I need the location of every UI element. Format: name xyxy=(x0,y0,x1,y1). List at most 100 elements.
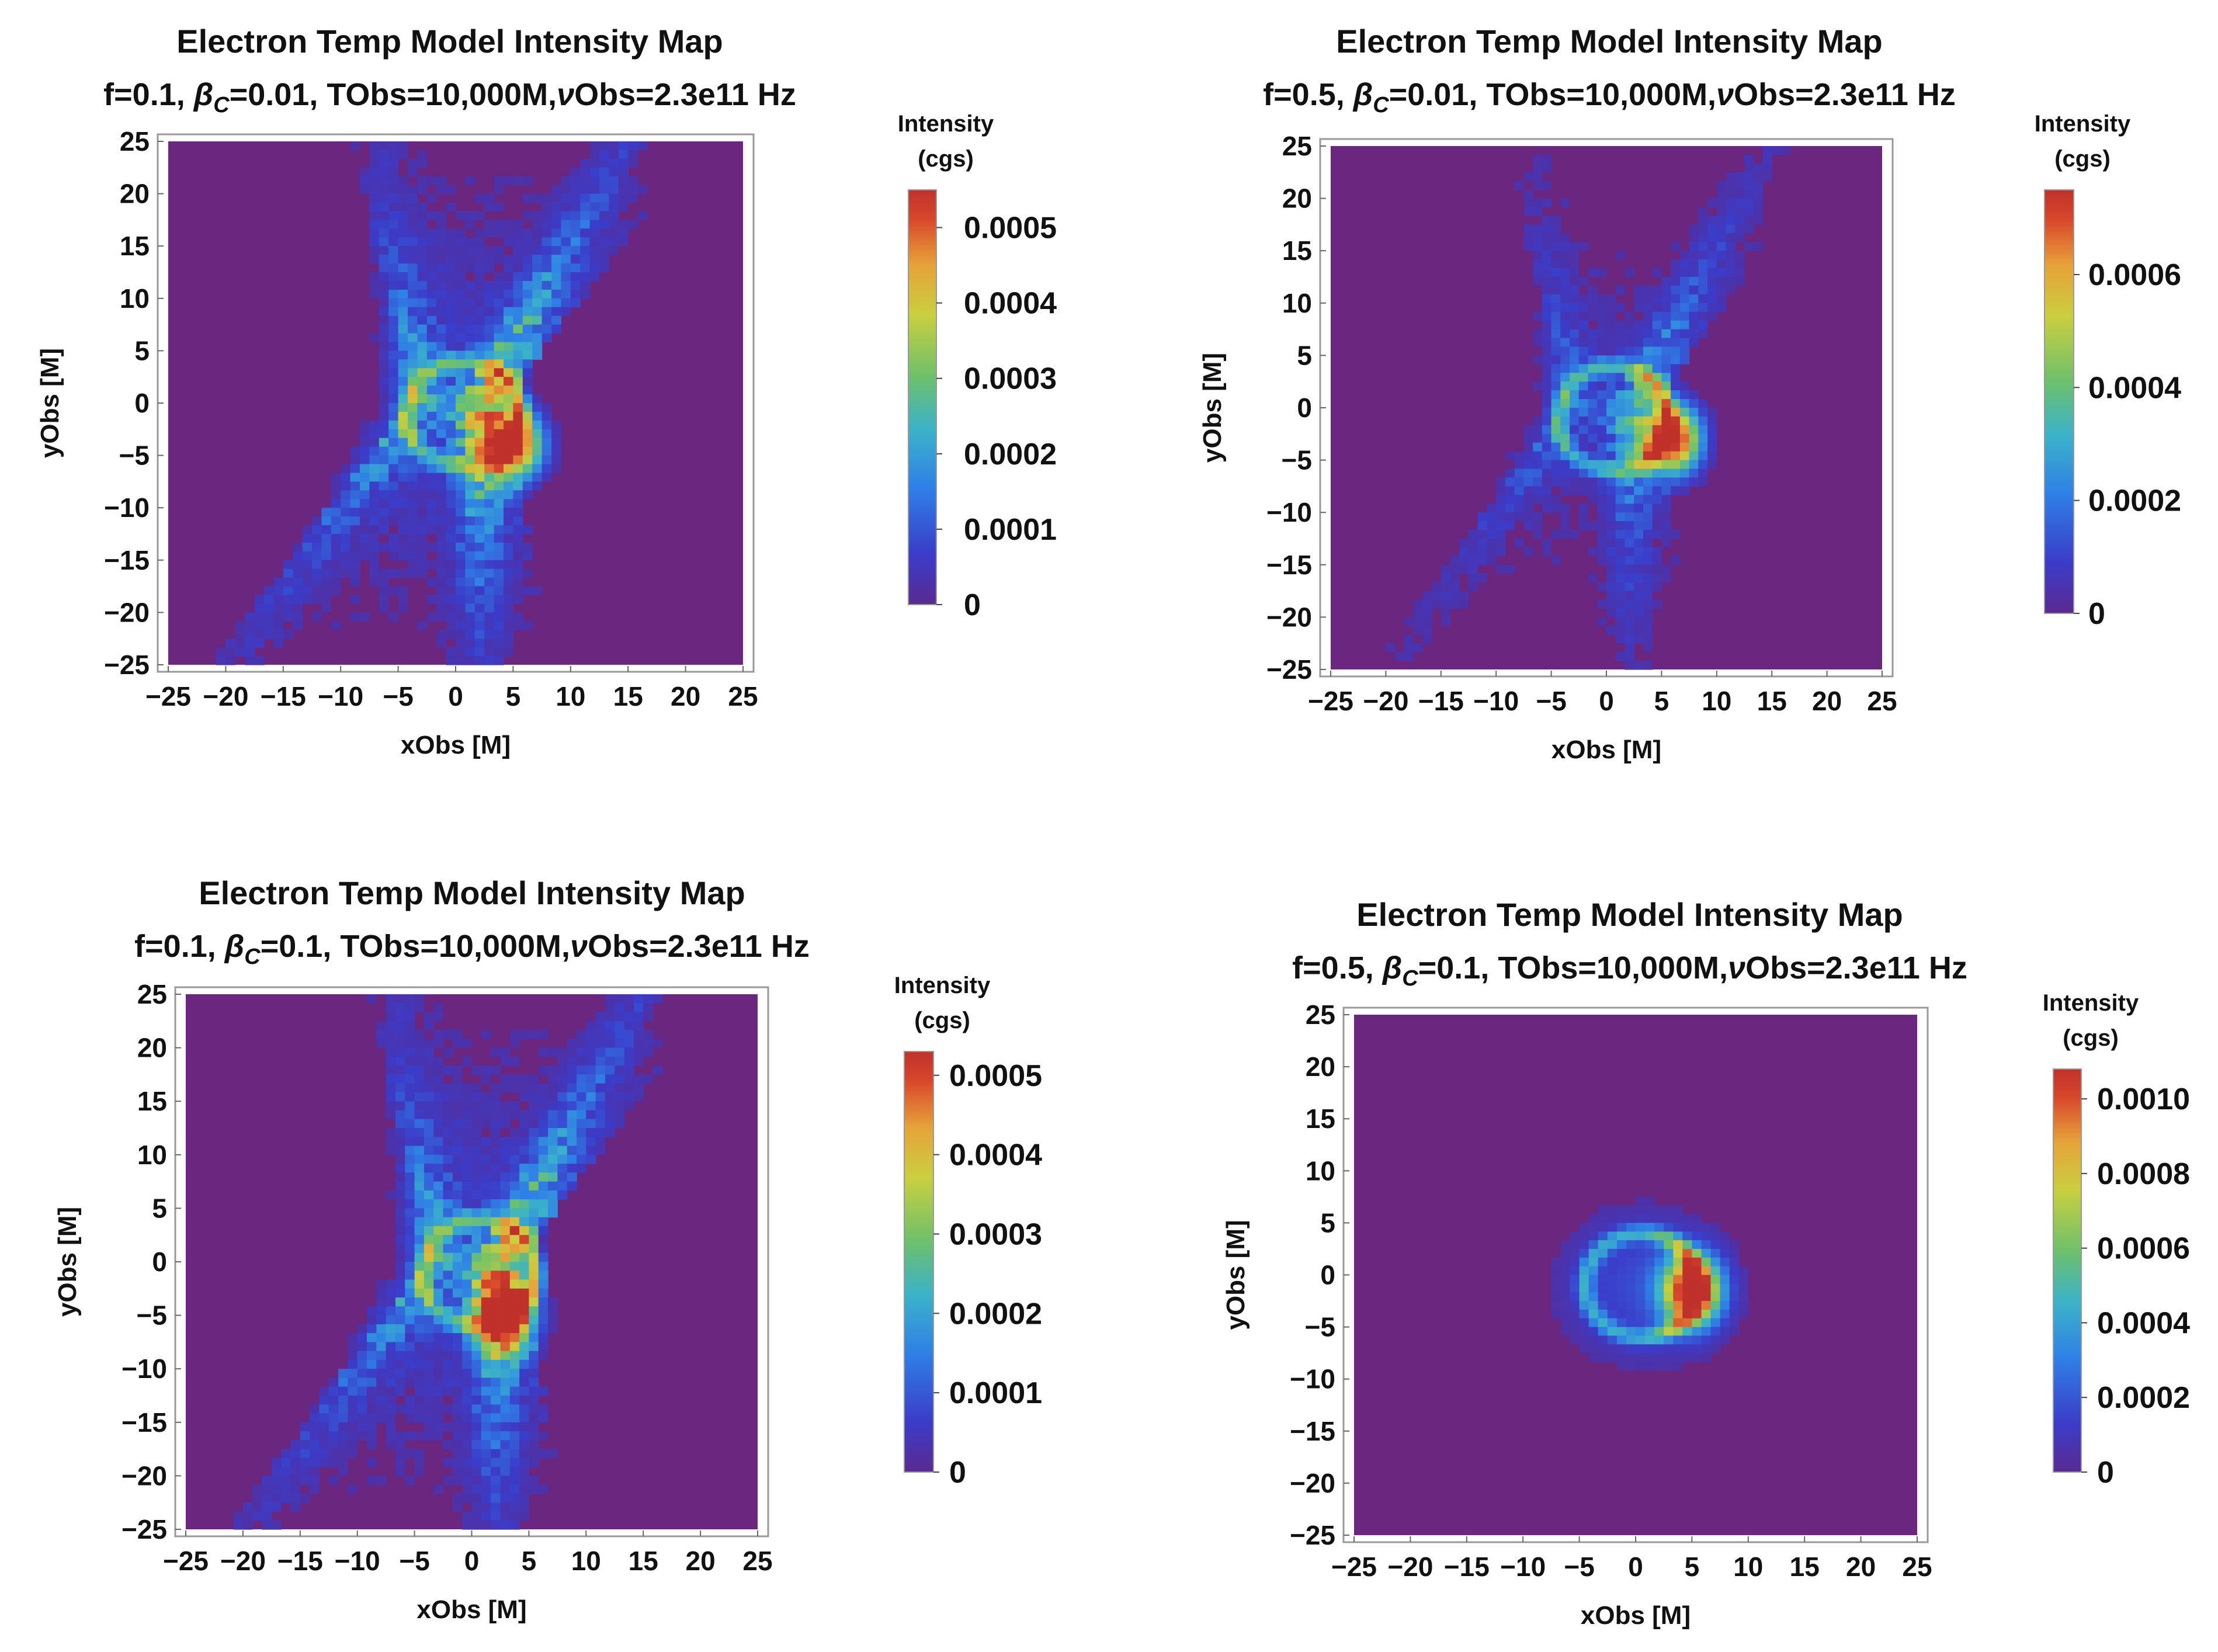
heatmap-cell xyxy=(1551,311,1561,321)
y-tick-label: 5 xyxy=(134,335,150,366)
heatmap-cell xyxy=(1551,1283,1561,1293)
heatmap-cell xyxy=(414,1413,425,1423)
heatmap-cell xyxy=(1578,416,1589,426)
heatmap-cell xyxy=(1459,556,1469,565)
heatmap-cell xyxy=(456,280,466,290)
heatmap-cell xyxy=(1570,242,1580,251)
heatmap-cell xyxy=(405,1101,415,1111)
heatmap-cell xyxy=(395,1226,405,1235)
heatmap-cell xyxy=(312,577,322,587)
heatmap-cell xyxy=(1598,1275,1608,1284)
heatmap-cell xyxy=(379,158,389,168)
heatmap-cell xyxy=(388,228,399,238)
heatmap-cell xyxy=(538,1047,549,1057)
heatmap-cell xyxy=(491,1520,501,1530)
heatmap-cell xyxy=(443,1190,453,1200)
heatmap-cell xyxy=(484,612,495,622)
heatmap-cell xyxy=(369,455,380,465)
heatmap-cell xyxy=(538,1190,549,1200)
heatmap-cell xyxy=(1523,451,1533,461)
heatmap-cell xyxy=(398,481,408,491)
heatmap-cell xyxy=(1625,661,1634,670)
heatmap-cell xyxy=(504,272,513,282)
heatmap-cell xyxy=(1682,1240,1692,1250)
heatmap-cell xyxy=(1625,320,1634,330)
heatmap-cell xyxy=(491,1315,501,1325)
heatmap-cell xyxy=(426,577,437,587)
heatmap-cell xyxy=(331,490,341,499)
heatmap-cell xyxy=(484,595,495,604)
heatmap-cell xyxy=(1636,1266,1646,1276)
heatmap-cell xyxy=(1597,320,1607,330)
heatmap-cell xyxy=(1643,381,1653,391)
heatmap-cell xyxy=(465,499,475,508)
heatmap-cell xyxy=(522,368,533,377)
y-tick-label: 25 xyxy=(1282,131,1312,161)
heatmap-cell xyxy=(551,272,561,282)
heatmap-cell xyxy=(615,1110,625,1120)
heatmap-cell xyxy=(513,220,523,229)
heatmap-cell xyxy=(624,1101,634,1111)
heatmap-cell xyxy=(443,1279,453,1289)
heatmap-cell xyxy=(1625,634,1634,644)
heatmap-cell xyxy=(1560,338,1570,347)
heatmap-cell xyxy=(1542,181,1552,190)
heatmap-cell xyxy=(350,490,360,499)
heatmap-cell xyxy=(462,1457,473,1467)
heatmap-cell xyxy=(1625,599,1634,609)
heatmap-cell xyxy=(1578,460,1589,470)
heatmap-cell xyxy=(424,1306,434,1316)
heatmap-cell xyxy=(290,1484,301,1494)
heatmap-cell xyxy=(1626,1327,1636,1336)
heatmap-cell xyxy=(548,1306,558,1316)
heatmap-cell xyxy=(504,429,513,439)
heatmap-cell xyxy=(538,1154,549,1164)
heatmap-cell xyxy=(1636,1327,1646,1336)
heatmap-cell xyxy=(367,1306,377,1316)
heatmap-cell xyxy=(462,1128,473,1137)
heatmap-cell xyxy=(519,1128,529,1137)
heatmap-cell xyxy=(379,280,389,290)
heatmap-cell xyxy=(542,420,552,430)
heatmap-cell xyxy=(548,1128,558,1137)
heatmap-cell xyxy=(433,1128,444,1137)
heatmap-cell xyxy=(386,1066,396,1075)
heatmap-cell xyxy=(1634,346,1644,356)
heatmap-cell xyxy=(436,220,447,229)
heatmap-cell xyxy=(1671,373,1681,382)
heatmap-cell xyxy=(474,359,485,369)
heatmap-cell xyxy=(1645,1196,1655,1206)
heatmap-cell xyxy=(1671,451,1681,461)
heatmap-cell xyxy=(436,394,447,404)
heatmap-cell xyxy=(1615,617,1625,626)
heatmap-cell xyxy=(1459,591,1469,601)
heatmap-cell xyxy=(1716,268,1727,277)
heatmap-cell xyxy=(341,516,351,526)
heatmap-cell xyxy=(1542,547,1552,557)
heatmap-cell xyxy=(500,1056,511,1066)
heatmap-cell xyxy=(446,333,456,342)
heatmap-cell xyxy=(388,377,399,386)
heatmap-cell xyxy=(395,1386,405,1396)
heatmap-cell xyxy=(452,1074,463,1084)
heatmap-cell xyxy=(1726,251,1735,260)
heatmap-cell xyxy=(379,167,389,177)
heatmap-cell xyxy=(357,1342,367,1352)
colorbar-label: 0 xyxy=(2097,1456,2114,1490)
heatmap-cell xyxy=(433,1164,444,1173)
heatmap-cell xyxy=(376,1351,387,1361)
heatmap-cell xyxy=(557,1146,568,1155)
heatmap-cell xyxy=(471,1511,482,1521)
heatmap-cell xyxy=(386,1146,396,1155)
heatmap-cell xyxy=(471,1386,482,1396)
heatmap-cell xyxy=(1664,1231,1674,1241)
heatmap-cell xyxy=(1597,433,1607,443)
heatmap-cell xyxy=(443,1369,453,1379)
heatmap-cell xyxy=(474,508,485,517)
heatmap-cell xyxy=(1578,320,1589,330)
heatmap-cell xyxy=(1579,1223,1589,1232)
heatmap-cell xyxy=(386,1315,396,1325)
heatmap-cell xyxy=(414,1047,425,1057)
heatmap-cell xyxy=(452,1386,463,1396)
heatmap-cell xyxy=(522,490,533,499)
